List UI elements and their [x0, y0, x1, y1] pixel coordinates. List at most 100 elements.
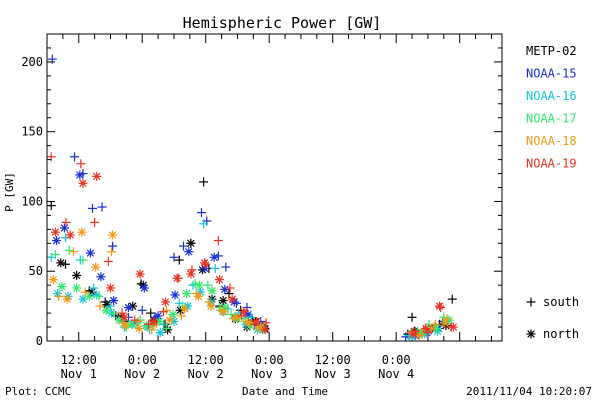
north-point — [207, 286, 217, 296]
south-point — [137, 305, 147, 315]
south-point — [225, 283, 235, 293]
south-point — [213, 236, 223, 246]
south-point — [176, 311, 186, 321]
north-point — [108, 230, 118, 240]
south-point — [68, 247, 78, 257]
north-point — [408, 329, 418, 339]
legend-entry: NOAA-16 — [526, 89, 577, 103]
north-point — [421, 323, 431, 333]
chart-title: Hemispheric Power [GW] — [183, 14, 382, 32]
south-point — [430, 319, 440, 329]
south-point — [169, 252, 179, 262]
south-point — [423, 328, 433, 338]
x-tick-time: 0:00 — [128, 353, 157, 367]
north-point — [149, 316, 159, 326]
north-point — [218, 296, 228, 306]
south-point — [203, 280, 213, 290]
south-point — [94, 291, 104, 301]
north-point — [135, 269, 145, 279]
north-point — [48, 275, 58, 285]
series-noaa-15 — [47, 54, 448, 342]
north-point — [435, 301, 445, 311]
north-point — [220, 303, 230, 313]
north-point — [153, 311, 163, 321]
north-point — [169, 316, 179, 326]
south-point — [108, 241, 118, 251]
south-point — [88, 203, 97, 213]
north-point — [56, 258, 66, 268]
north-point — [526, 329, 536, 339]
south-point — [70, 152, 80, 162]
x-tick-time: 12:00 — [61, 353, 97, 367]
south-point — [95, 301, 105, 311]
north-point — [57, 282, 67, 292]
north-point — [155, 328, 165, 338]
north-point — [186, 238, 196, 248]
north-point — [105, 283, 115, 293]
south-point — [162, 323, 172, 333]
legend-entry: NOAA-17 — [526, 112, 577, 126]
north-point — [209, 252, 219, 262]
north-point — [96, 272, 106, 282]
north-point — [92, 290, 102, 300]
y-axis-label: P [GW] — [3, 172, 16, 212]
south-point — [146, 308, 156, 318]
south-point — [210, 263, 220, 273]
legend-entry: NOAA-15 — [526, 67, 577, 81]
north-point — [163, 325, 173, 335]
north-point — [101, 305, 111, 315]
x-tick-time: 0:00 — [382, 353, 411, 367]
south-point — [407, 312, 417, 322]
y-tick-label: 0 — [36, 334, 43, 348]
south-point — [90, 217, 100, 227]
x-tick-date: Nov 3 — [251, 367, 287, 381]
south-point — [107, 247, 117, 257]
north-point — [260, 325, 270, 335]
north-point — [91, 262, 101, 272]
north-point — [252, 316, 262, 326]
north-point — [119, 312, 129, 322]
legend: METP-02 NOAA-15 NOAA-16 NOAA-17 NOAA-18 NOAA-… — [526, 44, 577, 171]
north-point — [440, 318, 450, 328]
north-point — [200, 258, 210, 268]
north-point — [194, 280, 204, 290]
x-tick-date: Nov 2 — [188, 367, 224, 381]
x-tick-date: Nov 4 — [378, 367, 414, 381]
legend-entry: NOAA-19 — [526, 157, 577, 171]
south-point — [97, 202, 107, 212]
south-point — [447, 294, 457, 304]
north-point — [62, 294, 72, 304]
north-point — [72, 270, 82, 280]
south-point — [50, 249, 60, 259]
x-tick-time: 12:00 — [315, 353, 351, 367]
south-point — [80, 287, 90, 297]
north-point — [448, 322, 458, 332]
north-point — [78, 178, 88, 188]
north-point — [239, 307, 249, 317]
x-tick-date: Nov 1 — [61, 367, 97, 381]
north-point — [214, 275, 224, 285]
south-point — [261, 318, 271, 328]
north-point — [123, 303, 133, 313]
north-point — [182, 289, 192, 299]
north-point — [109, 296, 119, 306]
y-axis: 0 50 100 150 200 — [21, 47, 502, 348]
north-point — [220, 284, 230, 294]
x-tick-date: Nov 2 — [124, 367, 160, 381]
south-point — [221, 262, 231, 272]
y-tick-label: 200 — [21, 55, 43, 69]
north-point — [59, 223, 69, 233]
north-point — [219, 307, 229, 317]
north-point — [139, 283, 149, 293]
north-point — [75, 170, 85, 180]
legend-entry: NOAA-18 — [526, 134, 577, 148]
x-tick-time: 12:00 — [188, 353, 224, 367]
north-point — [84, 291, 94, 301]
y-tick-label: 150 — [21, 125, 43, 139]
north-point — [65, 230, 75, 240]
marker-legend: south north — [526, 295, 579, 341]
north-point — [231, 312, 241, 322]
north-point — [50, 227, 60, 237]
